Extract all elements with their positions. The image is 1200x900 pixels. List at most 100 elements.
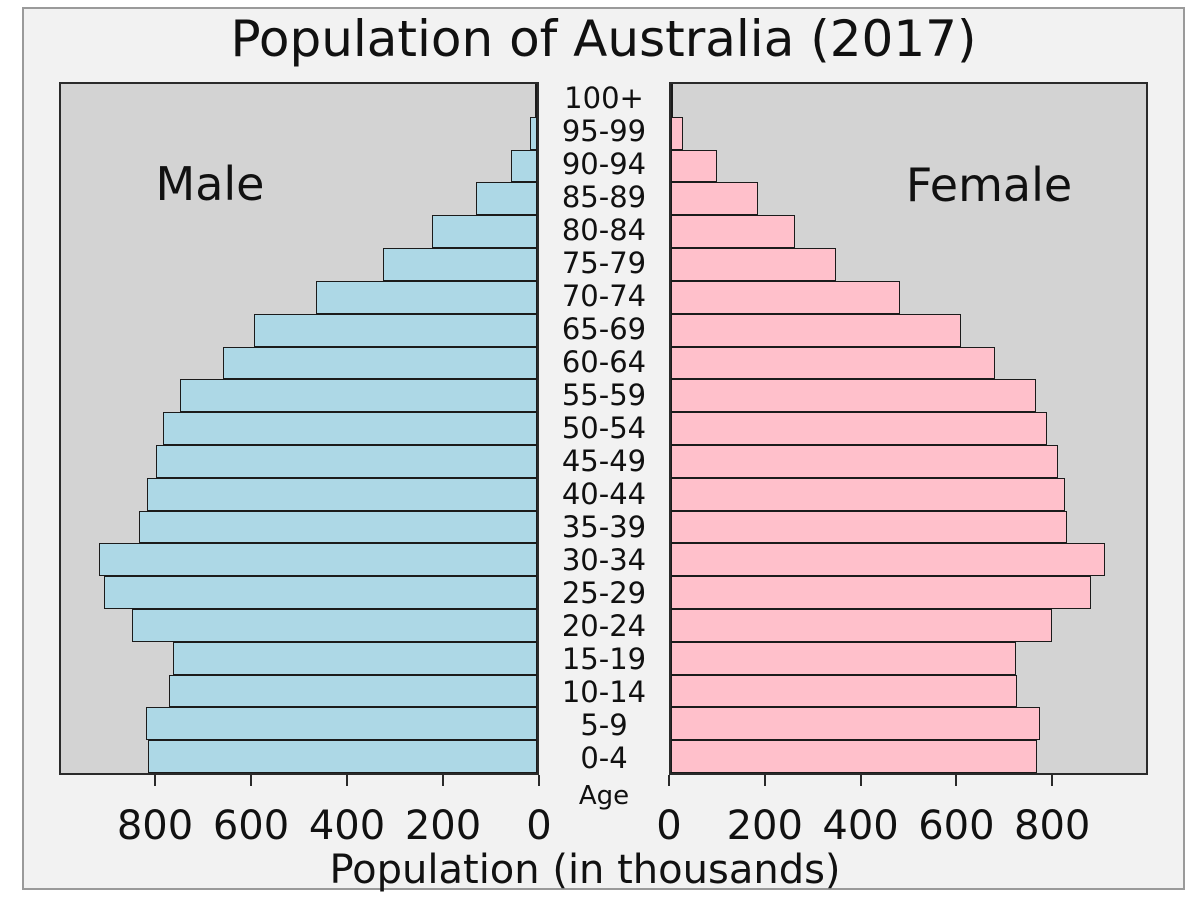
bar-male-10-14: [168, 674, 537, 708]
bar-row-female-35-39: [671, 510, 1146, 544]
bar-row-male-95-99: [61, 116, 537, 150]
bar-row-male-35-39: [61, 510, 537, 544]
male-plot-area: [59, 82, 539, 775]
bar-row-male-10-14: [61, 674, 537, 708]
tick-label-female-800: 800: [1014, 803, 1091, 849]
tick-label-male-400: 400: [308, 803, 386, 849]
bar-row-female-5-9: [671, 707, 1146, 741]
bar-row-male-85-89: [61, 182, 537, 216]
bar-male-65-69: [253, 313, 537, 347]
bar-row-female-45-49: [671, 444, 1146, 478]
bar-row-male-70-74: [61, 280, 537, 314]
age-label-60-64: 60-64: [561, 345, 647, 379]
bar-female-45-49: [671, 444, 1058, 478]
bar-male-50-54: [162, 412, 537, 445]
age-label-95-99: 95-99: [561, 114, 647, 148]
tick-mark-female-400: [859, 775, 862, 786]
age-label-55-59: 55-59: [561, 378, 647, 412]
tick-mark-male-600: [250, 775, 252, 786]
bar-row-female-65-69: [671, 313, 1146, 347]
bar-male-30-34: [98, 543, 537, 577]
age-label-0-4: 0-4: [580, 741, 628, 775]
age-label-85-89: 85-89: [561, 180, 647, 214]
bar-row-male-15-19: [61, 641, 537, 675]
bar-male-20-24: [132, 609, 537, 642]
tick-mark-male-400: [346, 775, 348, 786]
bar-male-40-44: [146, 477, 537, 511]
bar-male-60-64: [222, 346, 537, 380]
bar-row-female-20-24: [671, 609, 1146, 642]
bar-male-85-89: [475, 182, 537, 216]
age-label-70-74: 70-74: [561, 279, 647, 313]
bar-row-male-20-24: [61, 609, 537, 642]
bar-row-male-5-9: [61, 707, 537, 741]
bar-row-female-100+: [671, 84, 1146, 117]
age-label-90-94: 90-94: [561, 147, 647, 181]
tick-label-male-200: 200: [404, 803, 482, 849]
bar-female-5-9: [671, 707, 1040, 741]
age-label-100+: 100+: [564, 81, 644, 115]
female-plot-area: [669, 82, 1148, 775]
age-group-labels: 100+ 95-99 90-94 85-89 80-84 75-79 70-74 65-69 6…: [539, 82, 669, 775]
bar-row-female-60-64: [671, 346, 1146, 380]
bar-row-female-90-94: [671, 149, 1146, 183]
bar-male-55-59: [179, 379, 537, 413]
bar-female-35-39: [671, 510, 1068, 544]
tick-label-male-800: 800: [116, 803, 194, 849]
bar-female-0-4: [671, 740, 1038, 774]
male-series-label: Male: [155, 157, 265, 211]
bar-female-80-84: [671, 215, 796, 249]
x-axis-label: Population (in thousands): [329, 847, 841, 893]
bar-female-10-14: [671, 674, 1018, 708]
tick-label-female-400: 400: [822, 803, 899, 849]
tick-mark-male-800: [154, 775, 156, 786]
tick-label-male-600: 600: [212, 803, 290, 849]
chart-title: Population of Australia (2017): [230, 10, 977, 68]
bar-row-female-75-79: [671, 248, 1146, 281]
bar-female-100+: [671, 84, 673, 117]
bar-row-female-55-59: [671, 379, 1146, 413]
bar-row-male-100+: [61, 84, 537, 117]
age-label-65-69: 65-69: [561, 312, 647, 346]
bar-row-female-15-19: [671, 641, 1146, 675]
bar-male-25-29: [103, 576, 537, 609]
age-label-25-29: 25-29: [561, 576, 647, 610]
bar-row-female-50-54: [671, 412, 1146, 445]
age-label-30-34: 30-34: [561, 543, 647, 577]
tick-mark-female-200: [763, 775, 766, 786]
bar-female-70-74: [671, 280, 901, 314]
bar-row-male-30-34: [61, 543, 537, 577]
bar-female-85-89: [671, 182, 759, 216]
bar-row-female-80-84: [671, 215, 1146, 249]
bar-row-male-80-84: [61, 215, 537, 249]
age-axis-label: Age: [578, 781, 630, 811]
bar-female-15-19: [671, 641, 1017, 675]
bar-female-25-29: [671, 576, 1091, 609]
age-label-45-49: 45-49: [561, 444, 647, 478]
female-series-label: Female: [905, 158, 1073, 212]
tick-label-female-200: 200: [726, 803, 803, 849]
bar-row-male-0-4: [61, 740, 537, 774]
age-label-40-44: 40-44: [561, 477, 647, 511]
bar-female-55-59: [671, 379, 1036, 413]
bar-male-90-94: [511, 149, 537, 183]
bar-row-male-75-79: [61, 248, 537, 281]
bar-row-male-90-94: [61, 149, 537, 183]
bar-row-male-65-69: [61, 313, 537, 347]
bar-row-male-25-29: [61, 576, 537, 609]
tick-mark-female-0: [668, 775, 670, 786]
age-label-80-84: 80-84: [561, 213, 647, 247]
age-label-75-79: 75-79: [561, 246, 647, 280]
bar-male-75-79: [382, 248, 537, 281]
tick-mark-male-0: [538, 775, 540, 786]
bar-male-5-9: [146, 707, 537, 741]
bar-female-20-24: [671, 609, 1053, 642]
bar-male-70-74: [315, 280, 537, 314]
age-label-50-54: 50-54: [561, 411, 647, 445]
tick-label-female-0: 0: [656, 803, 682, 849]
age-label-15-19: 15-19: [561, 642, 647, 676]
bar-female-75-79: [671, 248, 836, 281]
age-label-5-9: 5-9: [580, 708, 628, 742]
bar-row-male-50-54: [61, 412, 537, 445]
